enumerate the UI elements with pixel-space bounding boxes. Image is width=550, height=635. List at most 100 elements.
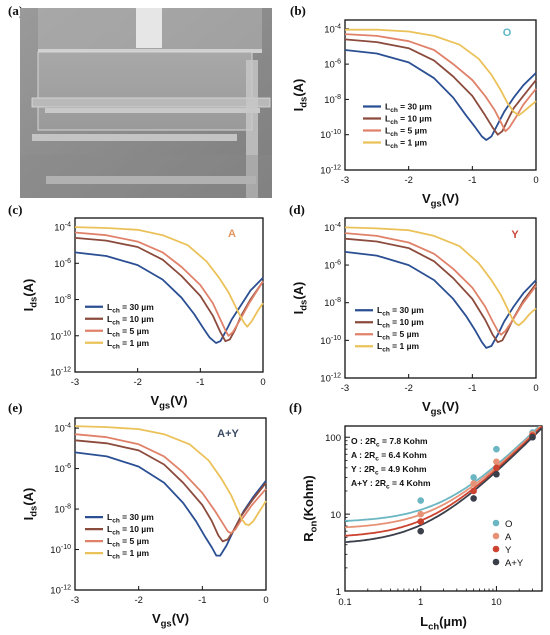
legend-marker — [492, 545, 500, 553]
panel-label-d: (d) — [289, 202, 305, 217]
sem-substrate — [20, 155, 272, 198]
x-tick-label: 0 — [260, 377, 265, 388]
plot-frame — [344, 19, 537, 171]
y-tick-label: 10-12 — [50, 585, 71, 597]
series-line-L5 — [344, 33, 537, 133]
y-axis-label: Ids(A) — [21, 488, 40, 521]
x-tick-label: -2 — [134, 595, 142, 606]
sem-image — [20, 8, 272, 198]
data-point-AY — [417, 527, 425, 535]
y-tick-label: 10-8 — [324, 297, 341, 309]
condition-label: A — [228, 228, 236, 240]
panel-label-f: (f) — [289, 400, 302, 415]
legend-entry: Lch = 30 µm — [385, 101, 432, 114]
y-tick-label: 10-4 — [324, 222, 341, 234]
series-line-L30 — [344, 251, 537, 349]
contact-resistance-note: A : 2Rc = 6.4 Kohm — [351, 450, 427, 463]
legend-entry: Lch = 5 µm — [377, 329, 419, 342]
series-line-L10 — [74, 237, 264, 343]
series-line-L1 — [74, 226, 264, 328]
panel-label-b: (b) — [290, 3, 306, 18]
y-tick-label: 10-10 — [50, 330, 71, 342]
x-tick-label: -3 — [341, 383, 349, 394]
legend-marker — [492, 519, 500, 527]
legend-entry: Lch = 10 µm — [107, 524, 154, 537]
series-line-L5 — [74, 433, 267, 535]
x-tick-label: -1 — [468, 383, 476, 394]
x-tick-label: -3 — [71, 595, 79, 606]
y-tick-label: 10-12 — [320, 165, 341, 177]
data-point-O — [417, 497, 425, 504]
x-axis-label: Lch(µm) — [420, 614, 467, 633]
legend-entry: Lch = 5 µm — [107, 536, 149, 549]
data-point-A — [417, 510, 425, 518]
y-tick-label: 10-10 — [320, 129, 341, 141]
x-tick-label: 0 — [533, 175, 538, 186]
series-line-L1 — [345, 28, 537, 117]
x-tick-label: 0 — [533, 383, 538, 394]
x-tick-label: -3 — [71, 377, 79, 388]
legend-entry: Lch = 10 µm — [385, 113, 432, 126]
transfer-chart-Y: -3 -2 -1 0 10-4 10-6 10-8 10-10 10-12 Lch = 30 µm… — [291, 217, 539, 418]
fit-line-Y — [345, 426, 542, 537]
legend-entry: A — [505, 532, 512, 543]
legend-entry: O — [505, 519, 512, 530]
y-tick-label: 10-8 — [54, 504, 71, 516]
fit-line-O — [345, 426, 541, 522]
series-line-L1 — [74, 425, 267, 527]
contact-resistance-note: A+Y : 2Rc = 4 Kohm — [351, 478, 431, 491]
sem-channel-area — [37, 51, 253, 131]
x-tick-label: -1 — [196, 377, 204, 388]
legend-marker — [492, 558, 500, 566]
sem-top-edge — [38, 49, 262, 53]
data-point-A — [493, 458, 500, 466]
data-point-O — [493, 445, 500, 453]
sem-right-lead — [246, 60, 258, 198]
transfer-chart-AY: -3 -2 -1 0 10-4 10-6 10-8 10-10 10-12 Lch = 30 µm… — [21, 417, 269, 630]
y-tick-label: 10-8 — [54, 294, 71, 306]
sem-gate-contact — [136, 8, 162, 48]
x-tick-label: 0.1 — [338, 597, 351, 608]
y-axis-label: Ids(A) — [291, 282, 310, 315]
x-tick-label: -2 — [133, 377, 141, 388]
y-tick-label: 10-8 — [324, 94, 341, 106]
series-line-L5 — [344, 232, 537, 336]
legend-entry: Lch = 1 µm — [385, 137, 427, 150]
x-tick-label: 0 — [263, 595, 268, 606]
transfer-chart-O: -3 -2 -1 0 10-4 10-6 10-8 10-10 10-12 Lch = 30 µm… — [291, 19, 539, 210]
data-point-Y — [417, 518, 425, 525]
legend-marker — [492, 532, 500, 540]
data-point-AY — [493, 470, 500, 478]
sem-electrode-3 — [32, 134, 237, 141]
panel-label-a: (a) — [8, 3, 23, 18]
y-tick-label: 10-6 — [54, 258, 71, 270]
x-axis-label: Vgs(V) — [422, 191, 459, 210]
x-tick-label: 10 — [491, 597, 502, 608]
y-tick-label: 10-12 — [50, 367, 71, 379]
x-axis-label: Vgs(V) — [422, 399, 459, 418]
y-tick-label: 10-4 — [324, 23, 341, 35]
legend-entry: Lch = 30 µm — [377, 305, 424, 318]
plot-frame — [74, 217, 264, 373]
condition-label: Y — [511, 229, 519, 241]
legend-entry: Lch = 10 µm — [107, 314, 154, 327]
x-tick-label: -1 — [198, 595, 206, 606]
fit-line-A — [345, 426, 542, 529]
contact-resistance-note: Y : 2Rc = 4.9 Kohm — [351, 464, 427, 477]
legend-entry: Lch = 30 µm — [107, 302, 154, 315]
legend-entry: Lch = 1 µm — [107, 338, 149, 351]
y-tick-label: 10-10 — [50, 544, 71, 556]
x-tick-label: -1 — [468, 175, 476, 186]
x-axis-label: Vgs(V) — [152, 611, 189, 630]
legend-entry: Lch = 1 µm — [107, 548, 149, 561]
legend-entry: A+Y — [505, 558, 524, 569]
y-axis-label: Ids(A) — [291, 79, 310, 112]
condition-label: A+Y — [217, 428, 239, 440]
y-tick-label: 10-4 — [54, 423, 71, 435]
fit-line-AY — [345, 427, 542, 543]
series-line-L30 — [74, 451, 267, 557]
series-line-L30 — [344, 49, 537, 141]
series-line-L1 — [344, 226, 537, 327]
